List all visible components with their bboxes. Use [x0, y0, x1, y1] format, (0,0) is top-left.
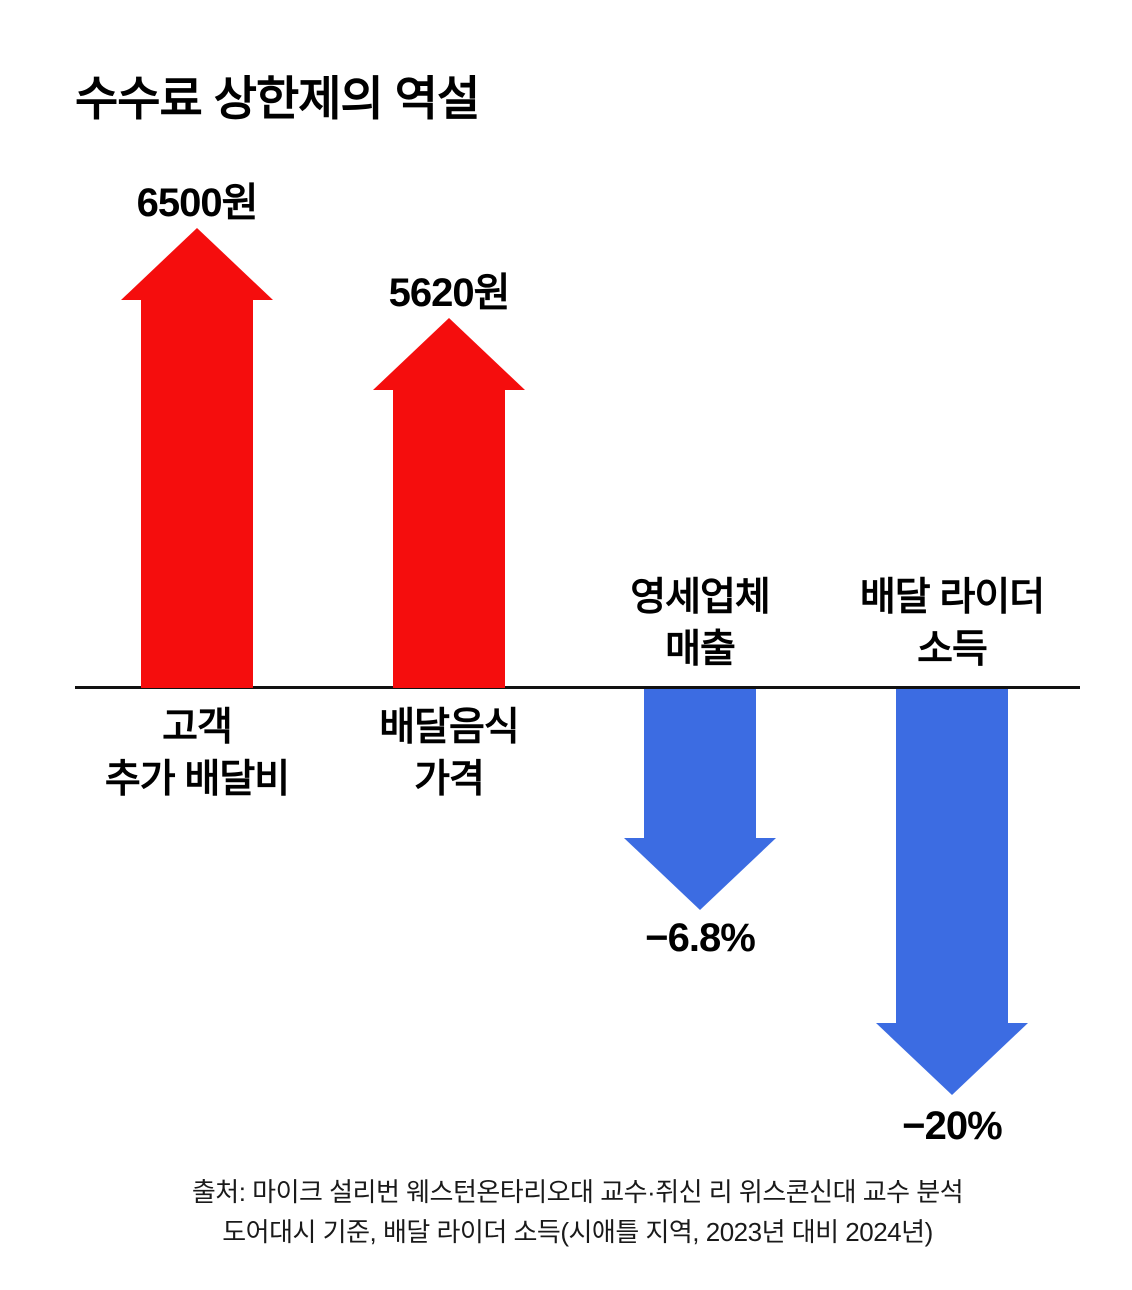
source-line-2: 도어대시 기준, 배달 라이더 소득(시애틀 지역, 2023년 대비 2024…: [222, 1217, 933, 1248]
category-label-rider-income: 배달 라이더 소득: [859, 576, 1045, 671]
value-label-small-business: −6.8%: [645, 916, 756, 960]
value-label-food-price: 5620원: [388, 271, 511, 315]
chart-title: 수수료 상한제의 역설: [75, 72, 480, 125]
up-arrow-head-icon: [121, 228, 273, 300]
source-note: 출처: 마이크 설리번 웨스턴온타리오대 교수·쥐신 리 위스콘신대 교수 분석…: [75, 1172, 1080, 1253]
up-arrow-shaft: [141, 296, 253, 688]
up-arrow-shaft: [393, 386, 505, 688]
down-arrow-shaft: [896, 689, 1008, 1024]
value-label-customer-fee: 6500원: [136, 181, 259, 225]
down-arrow-head-icon: [876, 1023, 1028, 1095]
down-arrow-head-icon: [624, 838, 776, 910]
category-label-small-business: 영세업체 매출: [630, 576, 771, 671]
down-arrow-shaft: [644, 689, 756, 839]
source-line-1: 출처: 마이크 설리번 웨스턴온타리오대 교수·쥐신 리 위스콘신대 교수 분석: [191, 1177, 964, 1207]
category-label-customer-fee: 고객 추가 배달비: [104, 706, 290, 801]
zero-baseline: [75, 686, 1080, 689]
up-arrow-head-icon: [373, 318, 525, 390]
category-label-food-price: 배달음식 가격: [379, 706, 520, 801]
value-label-rider-income: −20%: [902, 1104, 1002, 1148]
